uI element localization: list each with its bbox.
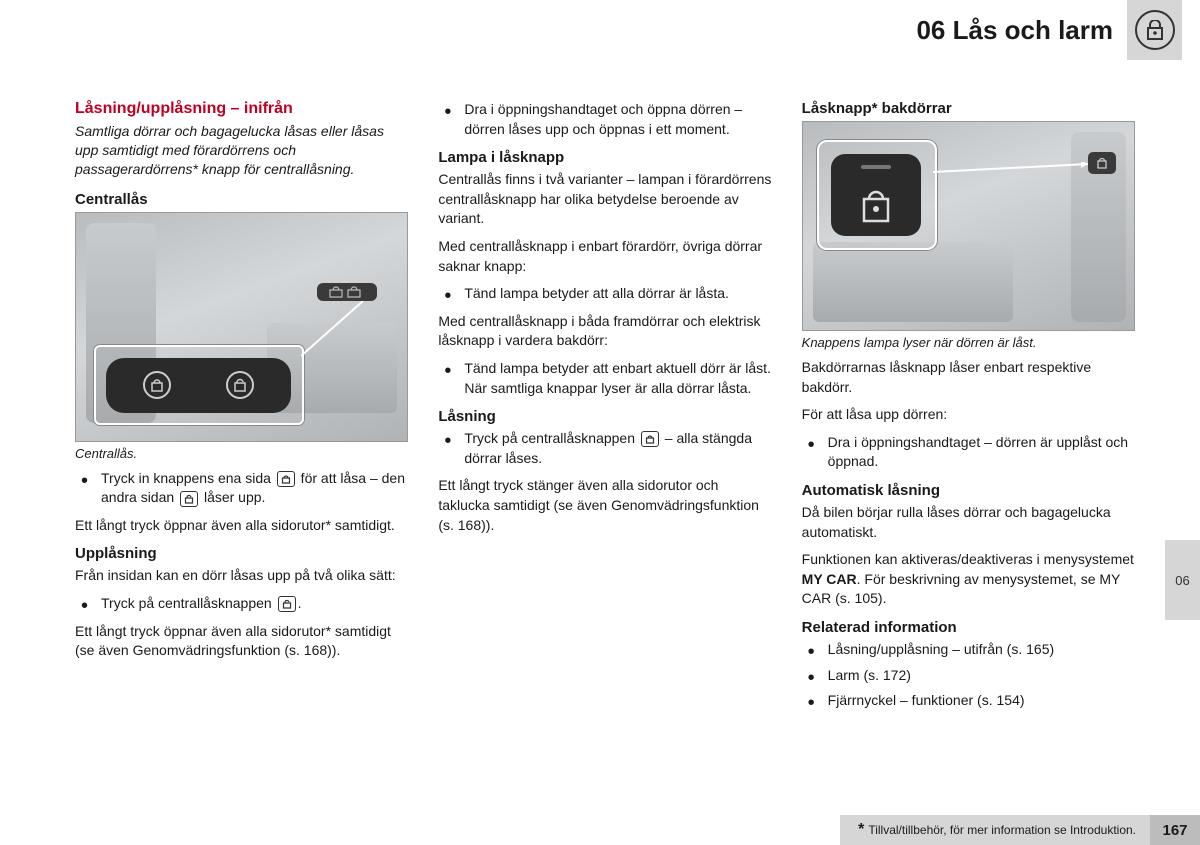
body-text: Funktionen kan aktiveras/deaktiveras i m…: [802, 550, 1135, 609]
list-item: Dra i öppningshandtaget och öppna dörren…: [438, 100, 771, 139]
lock-inline-icon: [641, 431, 659, 447]
body-text: Ett långt tryck öppnar även alla sidorut…: [75, 516, 408, 536]
body-text: Från insidan kan en dörr låsas upp på tv…: [75, 566, 408, 586]
body-text: Ett långt tryck öppnar även alla sidorut…: [75, 622, 408, 661]
section-title: Låsning/upplåsning – inifrån: [75, 100, 408, 118]
lock-chapter-icon: [1135, 10, 1175, 50]
subheading-lasning: Låsning: [438, 408, 771, 425]
figure-bakdorr: [802, 121, 1135, 331]
related-item: Fjärrnyckel – funktioner (s. 154): [802, 691, 1135, 711]
figure-caption-1: Centrallås.: [75, 446, 408, 461]
figure-caption-2: Knappens lampa lyser när dörren är låst.: [802, 335, 1135, 350]
related-item: Låsning/upplåsning – utifrån (s. 165): [802, 640, 1135, 660]
intro-text: Samtliga dörrar och bagagelucka låsas el…: [75, 122, 408, 179]
bullet-list: Tryck på centrallåsknappen .: [75, 594, 408, 614]
bullet-list: Tryck in knappens ena sida för att låsa …: [75, 469, 408, 508]
bullet-list: Dra i öppningshandtaget – dörren är uppl…: [802, 433, 1135, 472]
subheading-centrallas: Centrallås: [75, 191, 408, 208]
bullet-list: Tryck på centrallåsknappen – alla stängd…: [438, 429, 771, 468]
bullet-list: Tänd lampa betyder att enbart aktuell dö…: [438, 359, 771, 398]
subheading-lampa: Lampa i låsknapp: [438, 149, 771, 166]
page-header: 06 Lås och larm: [0, 0, 1200, 60]
unlock-inline-icon: [278, 596, 296, 612]
body-text: För att låsa upp dörren:: [802, 405, 1135, 425]
subheading-automatisk: Automatisk låsning: [802, 482, 1135, 499]
column-2: Dra i öppningshandtaget och öppna dörren…: [438, 100, 771, 800]
column-3: Låsknapp* bakdörrar Knappens lampa lyser…: [802, 100, 1135, 800]
list-item: Tryck in knappens ena sida för att låsa …: [75, 469, 408, 508]
bullet-list: Dra i öppningshandtaget och öppna dörren…: [438, 100, 771, 139]
footer-note: Tillval/tillbehör, för mer information s…: [868, 823, 1136, 837]
unlock-inline-icon: [180, 491, 198, 507]
chapter-title: 06 Lås och larm: [916, 15, 1113, 46]
body-text: Då bilen börjar rulla låses dörrar och b…: [802, 503, 1135, 542]
page-content: Låsning/upplåsning – inifrån Samtliga dö…: [75, 100, 1135, 800]
page-footer: * Tillval/tillbehör, för mer information…: [840, 815, 1150, 845]
related-list: Låsning/upplåsning – utifrån (s. 165) La…: [802, 640, 1135, 711]
subheading-upplasning: Upplåsning: [75, 545, 408, 562]
subheading-relaterad: Relaterad information: [802, 619, 1135, 636]
body-text: Med centrallåsknapp i båda framdörrar oc…: [438, 312, 771, 351]
side-chapter-tab: 06: [1165, 540, 1200, 620]
subheading-lasknapp-bakdorr: Låsknapp* bakdörrar: [802, 100, 1135, 117]
body-text: Med centrallåsknapp i enbart förardörr, …: [438, 237, 771, 276]
body-text: Ett långt tryck stänger även alla sidoru…: [438, 476, 771, 535]
column-1: Låsning/upplåsning – inifrån Samtliga dö…: [75, 100, 408, 800]
list-item: Tryck på centrallåsknappen .: [75, 594, 408, 614]
lock-open-icon: [226, 371, 254, 399]
body-text: Bakdörrarnas låsknapp låser enbart respe…: [802, 358, 1135, 397]
related-item: Larm (s. 172): [802, 666, 1135, 686]
list-item: Tänd lampa betyder att alla dörrar är lå…: [438, 284, 771, 304]
list-item: Dra i öppningshandtaget – dörren är uppl…: [802, 433, 1135, 472]
header-icon-container: [1127, 0, 1182, 60]
asterisk-icon: *: [858, 821, 864, 839]
list-item: Tryck på centrallåsknappen – alla stängd…: [438, 429, 771, 468]
body-text: Centrallås finns i två varianter – lampa…: [438, 170, 771, 229]
lock-inline-icon: [277, 471, 295, 487]
list-item: Tänd lampa betyder att enbart aktuell dö…: [438, 359, 771, 398]
figure-centrallas: [75, 212, 408, 442]
lock-closed-icon: [143, 371, 171, 399]
bullet-list: Tänd lampa betyder att alla dörrar är lå…: [438, 284, 771, 304]
page-number: 167: [1150, 815, 1200, 845]
